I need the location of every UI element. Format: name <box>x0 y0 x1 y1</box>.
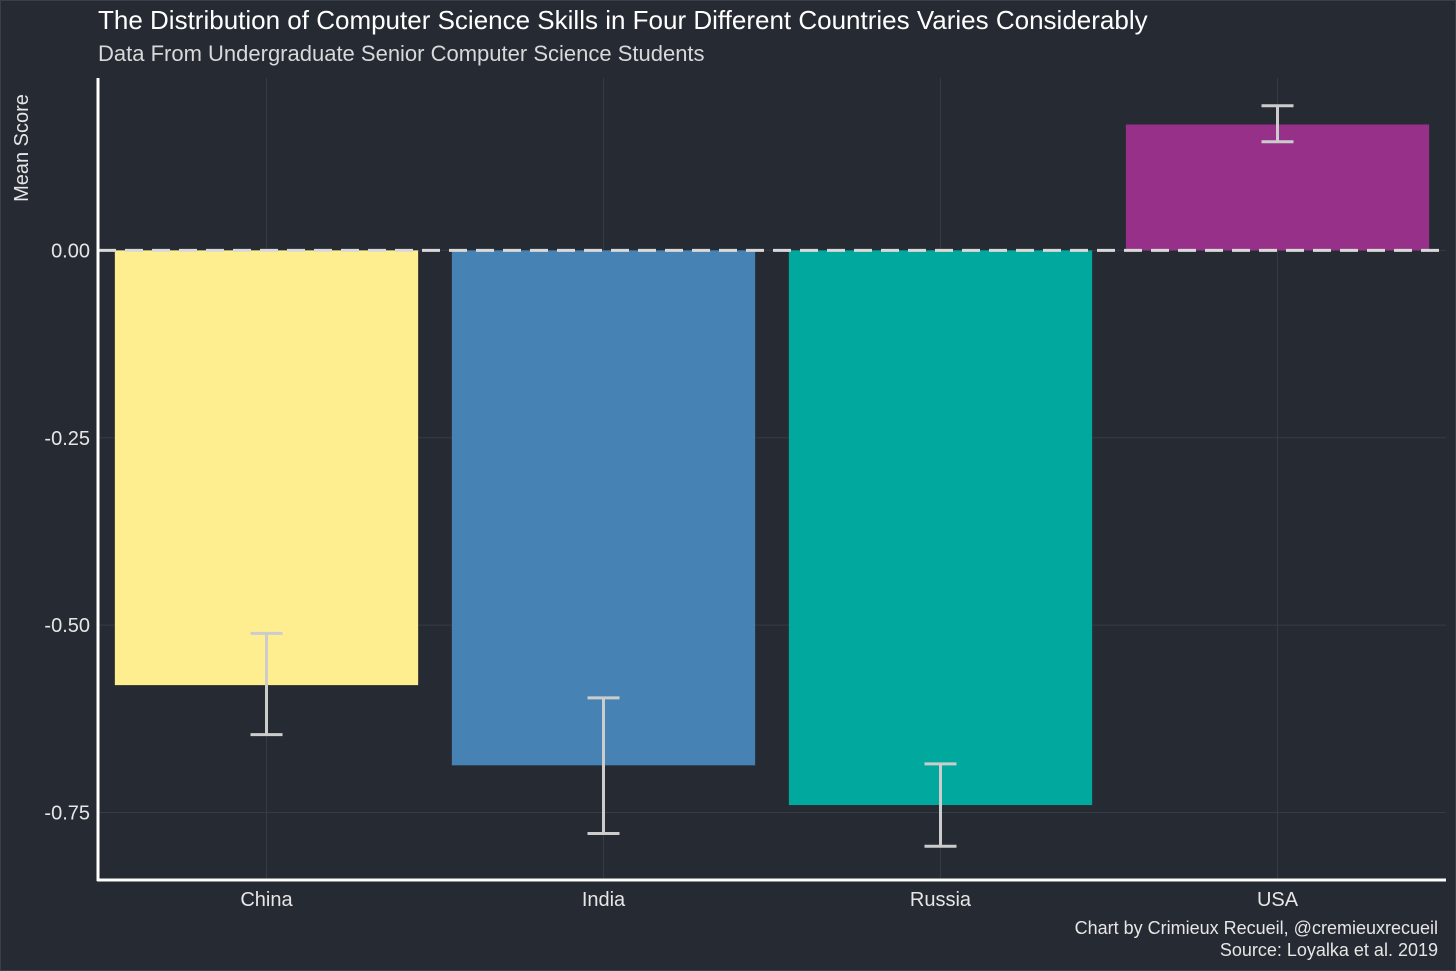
bar-china <box>114 250 419 686</box>
y-tick-label: -0.75 <box>44 803 90 825</box>
chart-caption: Chart by Crimieux Recueil, @cremieuxrecu… <box>1075 917 1438 961</box>
error-bar-india <box>587 696 620 836</box>
axes <box>96 78 1446 882</box>
bar-usa <box>1125 124 1430 251</box>
y-tick-label: -0.25 <box>44 428 90 450</box>
x-tick-label-usa: USA <box>1257 889 1299 911</box>
chart-subtitle: Data From Undergraduate Senior Computer … <box>98 41 705 66</box>
y-tick-label: 0.00 <box>51 240 90 262</box>
chart-title: The Distribution of Computer Science Ski… <box>98 5 1148 35</box>
y-tick-labels: 0.00 -0.25 -0.50 -0.75 <box>44 240 90 824</box>
y-axis-title: Mean Score <box>11 94 33 202</box>
error-bars <box>250 104 1294 848</box>
x-tick-label-china: China <box>240 889 293 911</box>
y-tick-label: -0.50 <box>44 615 90 637</box>
bars <box>114 124 1430 806</box>
bar-russia <box>788 250 1093 806</box>
error-bar-china <box>250 631 283 737</box>
x-tick-label-india: India <box>582 889 626 911</box>
error-bar-russia <box>924 762 957 848</box>
bar-india <box>451 250 756 766</box>
credit-text: Chart by Crimieux Recueil, @cremieuxrecu… <box>1074 918 1438 938</box>
x-tick-label-russia: Russia <box>910 889 972 911</box>
source-text: Source: Loyalka et al. 2019 <box>1219 940 1438 960</box>
error-bar-usa <box>1261 104 1294 144</box>
x-tick-labels: China India Russia USA <box>240 889 1298 911</box>
